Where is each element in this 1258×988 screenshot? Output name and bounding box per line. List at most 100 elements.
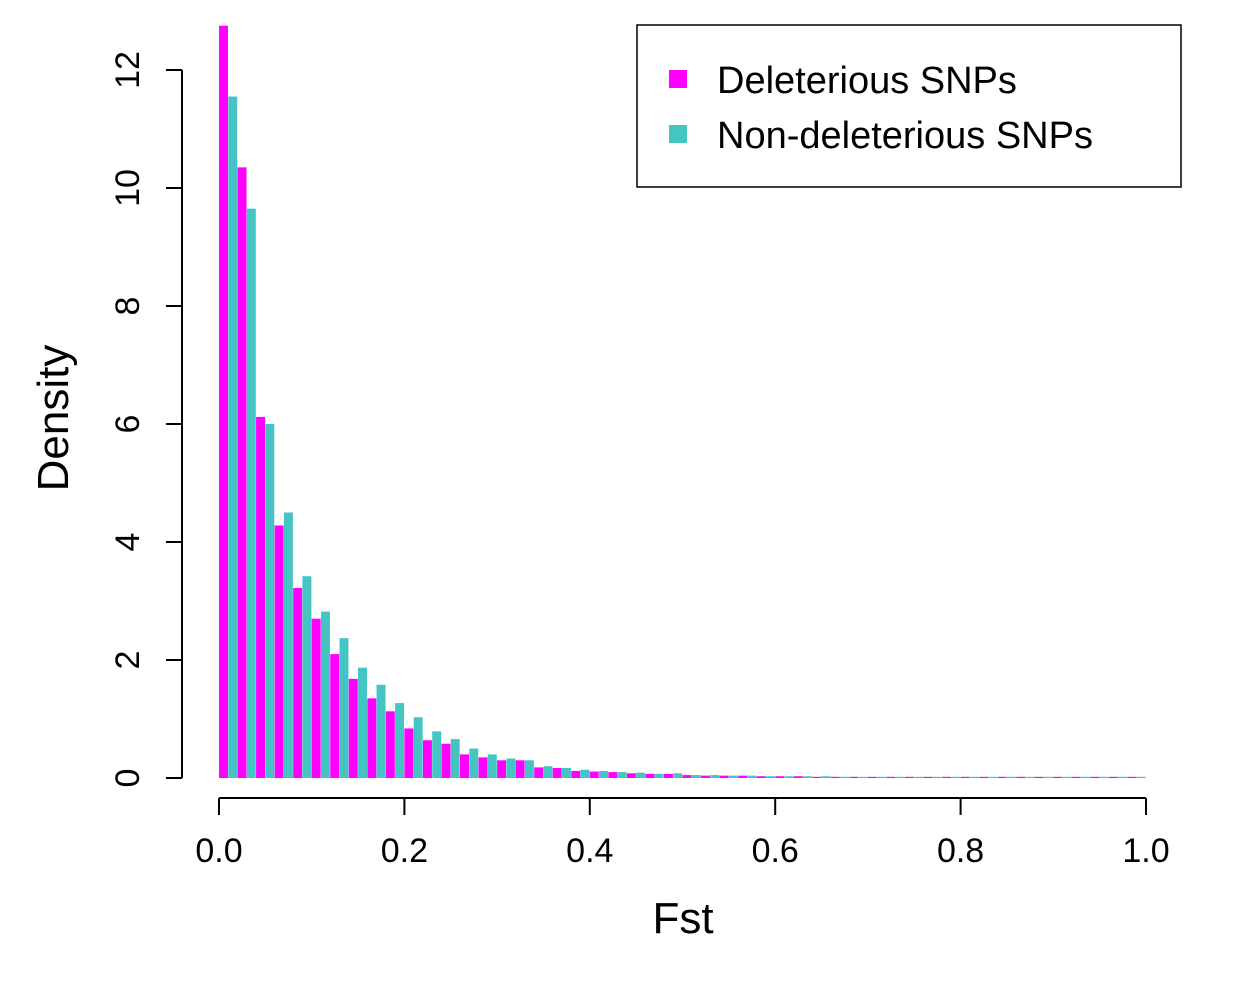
bar-deleterious — [330, 654, 340, 778]
bar-non-deleterious — [599, 770, 609, 778]
bar-deleterious — [552, 767, 562, 778]
x-tick-label: 0.6 — [752, 832, 799, 870]
bar-non-deleterious — [969, 776, 979, 779]
bar-non-deleterious — [358, 667, 368, 778]
bar-non-deleterious — [561, 767, 571, 778]
bar-non-deleterious — [654, 773, 664, 778]
axes-layer: 0.0 0.2 0.4 0.6 0.8 1.0 0 2 4 6 8 10 12 — [109, 51, 1170, 870]
bar-non-deleterious — [784, 776, 794, 778]
legend-swatch-deleterious — [669, 70, 687, 88]
bar-non-deleterious — [395, 703, 405, 778]
bar-deleterious — [404, 728, 414, 778]
x-axis-label: Fst — [652, 894, 713, 943]
bar-non-deleterious — [469, 748, 479, 778]
bar-deleterious — [1053, 776, 1063, 779]
bar-deleterious — [219, 25, 228, 778]
bar-deleterious — [1108, 776, 1118, 779]
bar-deleterious — [756, 776, 766, 778]
x-tick-label: 0.8 — [937, 832, 984, 870]
bar-deleterious — [867, 776, 877, 779]
bar-non-deleterious — [1025, 776, 1035, 779]
bar-deleterious — [311, 618, 321, 778]
bar-deleterious — [701, 775, 711, 778]
bar-non-deleterious — [1136, 776, 1146, 779]
y-axis-label: Density — [29, 345, 78, 492]
bar-non-deleterious — [580, 769, 590, 778]
bar-deleterious — [960, 776, 970, 779]
bar-deleterious — [1034, 776, 1044, 779]
bars-layer — [219, 25, 1146, 779]
bar-non-deleterious — [988, 776, 998, 779]
bar-deleterious — [1071, 776, 1081, 779]
bar-deleterious — [645, 773, 655, 778]
bar-non-deleterious — [840, 776, 850, 779]
y-tick-label: 4 — [109, 533, 147, 552]
bar-deleterious — [515, 760, 525, 778]
bar-deleterious — [1090, 776, 1100, 779]
bar-non-deleterious — [1081, 776, 1091, 779]
bar-non-deleterious — [265, 424, 275, 778]
bar-deleterious — [534, 767, 544, 778]
bar-non-deleterious — [728, 775, 738, 778]
bar-non-deleterious — [1044, 776, 1053, 779]
legend-label-deleterious: Deleterious SNPs — [717, 60, 1017, 102]
bar-deleterious — [460, 754, 469, 778]
bar-non-deleterious — [710, 775, 720, 778]
bar-non-deleterious — [1118, 776, 1128, 779]
bar-deleterious — [923, 776, 933, 779]
bar-non-deleterious — [858, 776, 868, 779]
bar-non-deleterious — [376, 684, 386, 778]
bar-non-deleterious — [1062, 776, 1072, 779]
bar-non-deleterious — [617, 772, 627, 778]
bar-deleterious — [422, 740, 432, 778]
legend-label-non-deleterious: Non-deleterious SNPs — [717, 115, 1093, 157]
bar-deleterious — [293, 588, 303, 778]
bar-deleterious — [589, 771, 599, 778]
legend-box — [636, 24, 1182, 188]
bar-non-deleterious — [877, 776, 887, 779]
bar-non-deleterious — [283, 512, 293, 778]
bar-deleterious — [682, 775, 692, 778]
y-tick-label: 2 — [109, 651, 147, 670]
bar-non-deleterious — [524, 760, 534, 778]
x-tick-label: 0.0 — [195, 832, 242, 870]
bar-non-deleterious — [1099, 776, 1109, 779]
bar-deleterious — [441, 743, 451, 778]
bar-non-deleterious — [228, 96, 238, 779]
bar-non-deleterious — [339, 638, 349, 778]
bar-deleterious — [738, 775, 748, 778]
bar-deleterious — [274, 525, 284, 778]
bar-non-deleterious — [543, 766, 553, 778]
bar-deleterious — [348, 678, 358, 778]
bar-deleterious — [256, 416, 266, 778]
y-tick-label: 10 — [109, 169, 147, 207]
bar-deleterious — [385, 711, 395, 778]
bar-non-deleterious — [1006, 776, 1016, 779]
bar-deleterious — [719, 775, 729, 778]
bar-deleterious — [775, 776, 785, 778]
bar-deleterious — [237, 167, 247, 779]
bar-deleterious — [367, 698, 377, 778]
bar-deleterious — [942, 776, 952, 779]
bar-non-deleterious — [636, 772, 646, 778]
bar-deleterious — [478, 757, 488, 778]
bar-deleterious — [830, 776, 840, 779]
bar-deleterious — [849, 776, 859, 779]
bar-deleterious — [997, 776, 1007, 779]
bar-non-deleterious — [432, 731, 442, 778]
y-tick-label: 12 — [109, 51, 147, 89]
bar-deleterious — [608, 772, 618, 778]
bar-deleterious — [886, 776, 896, 779]
bar-deleterious — [571, 770, 581, 778]
y-tick-label: 8 — [109, 297, 147, 316]
bar-non-deleterious — [932, 776, 942, 779]
bar-deleterious — [626, 773, 636, 778]
bar-deleterious — [793, 776, 803, 778]
bar-non-deleterious — [803, 776, 812, 778]
bar-non-deleterious — [691, 775, 701, 778]
bar-deleterious — [812, 776, 822, 779]
bar-non-deleterious — [747, 775, 757, 778]
bar-non-deleterious — [320, 611, 330, 778]
